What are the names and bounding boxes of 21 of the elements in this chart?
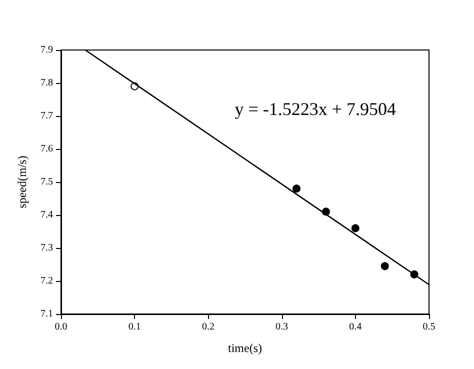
point <box>351 224 360 232</box>
x-axis-title: time(s) <box>228 341 262 355</box>
x-tick-label: 0.4 <box>349 322 362 332</box>
y-tick-label: 7.2 <box>40 276 53 286</box>
x-tick-label: 0.5 <box>422 322 436 332</box>
y-axis-title: speed(m/s) <box>15 156 29 208</box>
y-tick-label: 7.5 <box>40 176 53 188</box>
x-tick-label: 0.0 <box>54 322 68 332</box>
point <box>292 184 301 193</box>
y-tick-label: 7.4 <box>40 210 53 220</box>
x-tick-label: 0.3 <box>276 322 288 332</box>
x-tick-label: 0.2 <box>202 322 214 332</box>
point <box>380 262 389 270</box>
y-tick-label: 7.3 <box>40 242 53 254</box>
y-tick-label: 7.7 <box>40 110 53 122</box>
y-tick-label: 7.9 <box>40 44 53 56</box>
y-tick-label: 7.8 <box>40 78 53 88</box>
y-tick-label: 7.6 <box>40 144 53 154</box>
annotation: y = -1.5223x + 7.9504 <box>234 99 396 119</box>
y-tick-label: 7.1 <box>40 308 53 320</box>
x-tick-label: 0.1 <box>128 322 141 332</box>
